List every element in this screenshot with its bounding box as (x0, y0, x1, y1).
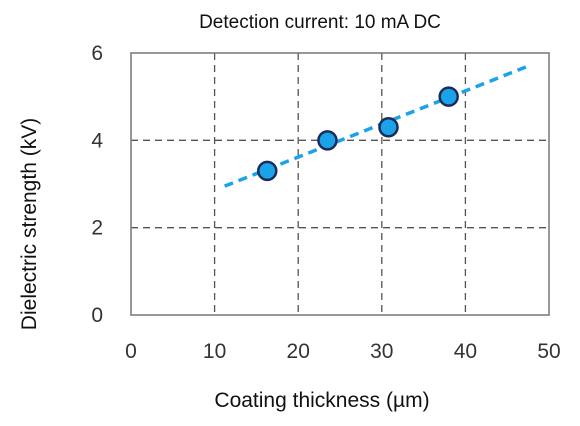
x-axis-ticks: 0 10 20 30 40 50 (125, 340, 561, 363)
x-tick-label: 10 (203, 340, 226, 363)
grid-lines (131, 53, 549, 315)
data-point (378, 116, 399, 138)
x-tick-label: 30 (370, 340, 393, 363)
x-axis-label: Coating thickness (µm) (214, 389, 429, 412)
x-tick-label: 0 (125, 340, 137, 363)
y-axis-label: Dielectric strength (kV) (18, 118, 41, 330)
chart-title: Detection current: 10 mA DC (199, 12, 441, 33)
trendline (223, 64, 529, 188)
x-tick-label: 20 (287, 340, 310, 363)
y-tick-label: 0 (91, 304, 103, 327)
y-tick-label: 4 (91, 129, 103, 152)
plot-area-frame (130, 52, 550, 316)
data-points (257, 86, 459, 182)
y-axis-ticks: 0 2 4 6 (91, 42, 103, 327)
y-tick-label: 2 (91, 217, 103, 240)
data-point (317, 130, 338, 151)
x-tick-label: 40 (454, 340, 477, 363)
x-tick-label: 50 (537, 340, 560, 363)
data-point (257, 160, 278, 182)
data-point (438, 86, 459, 107)
y-tick-label: 6 (91, 42, 103, 65)
